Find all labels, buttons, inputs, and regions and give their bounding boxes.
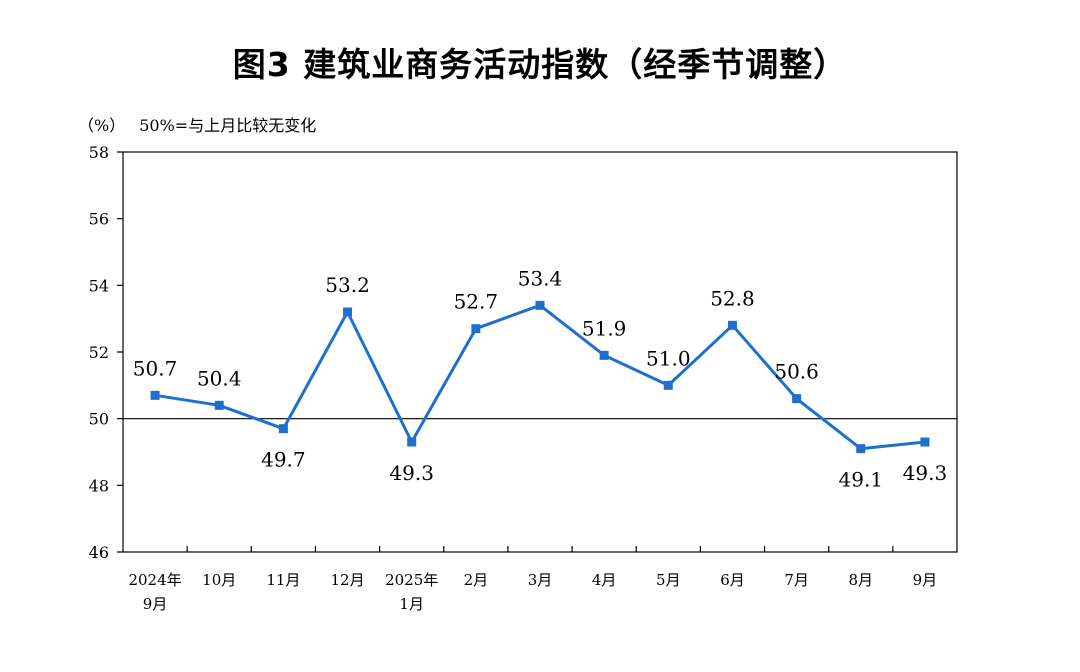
x-tick-label: 3月 <box>528 571 553 589</box>
data-label: 50.4 <box>197 366 242 390</box>
data-point <box>535 300 545 310</box>
y-tick-label: 46 <box>89 543 109 562</box>
y-tick-label: 48 <box>89 476 109 495</box>
x-tick-label: 8月 <box>848 571 873 589</box>
data-label: 49.3 <box>903 461 948 485</box>
x-tick-label: 10月 <box>202 571 236 589</box>
data-label: 52.8 <box>710 286 755 310</box>
unit-label: （%） <box>78 116 126 135</box>
data-label: 51.9 <box>582 316 627 340</box>
y-tick-label: 52 <box>89 343 109 362</box>
y-tick-label: 54 <box>89 276 109 295</box>
chart-title: 图3 建筑业商务活动指数（经季节调整） <box>232 45 848 84</box>
data-point <box>471 324 481 334</box>
data-label: 52.7 <box>454 290 499 314</box>
baseline-note: 50%=与上月比较无变化 <box>139 116 317 135</box>
x-tick-label: 5月 <box>656 571 681 589</box>
data-label: 49.1 <box>839 468 884 492</box>
x-tick-label: 9月 <box>143 595 168 613</box>
y-tick-label: 58 <box>89 143 109 162</box>
data-point <box>727 320 737 330</box>
x-tick-label: 2025年 <box>385 571 438 589</box>
data-point <box>920 437 930 447</box>
x-tick-label: 7月 <box>784 571 809 589</box>
x-tick-label: 12月 <box>330 571 364 589</box>
data-label: 50.7 <box>133 356 178 380</box>
x-tick-label: 2024年 <box>128 571 181 589</box>
data-point <box>278 424 288 434</box>
data-point <box>343 307 353 317</box>
data-point <box>792 394 802 404</box>
data-point <box>407 437 417 447</box>
y-tick-label: 56 <box>89 210 109 229</box>
x-tick-label: 6月 <box>720 571 745 589</box>
data-label: 53.4 <box>518 266 563 290</box>
y-tick-label: 50 <box>89 410 109 429</box>
data-label: 50.6 <box>774 360 819 384</box>
data-label: 49.3 <box>389 461 434 485</box>
plot-frame <box>122 151 958 553</box>
x-tick-label: 4月 <box>592 571 617 589</box>
data-point <box>150 390 160 400</box>
x-tick-label: 11月 <box>266 571 300 589</box>
data-label: 49.7 <box>261 448 306 472</box>
data-point <box>214 400 224 410</box>
unit-note: （%） 50%=与上月比较无变化 <box>78 112 330 136</box>
x-tick-label: 1月 <box>399 595 424 613</box>
data-label: 51.0 <box>646 346 691 370</box>
data-point <box>599 350 609 360</box>
data-point <box>856 444 866 454</box>
x-tick-label: 9月 <box>913 571 938 589</box>
data-label: 53.2 <box>325 273 370 297</box>
x-tick-label: 2月 <box>464 571 489 589</box>
data-point <box>663 380 673 390</box>
